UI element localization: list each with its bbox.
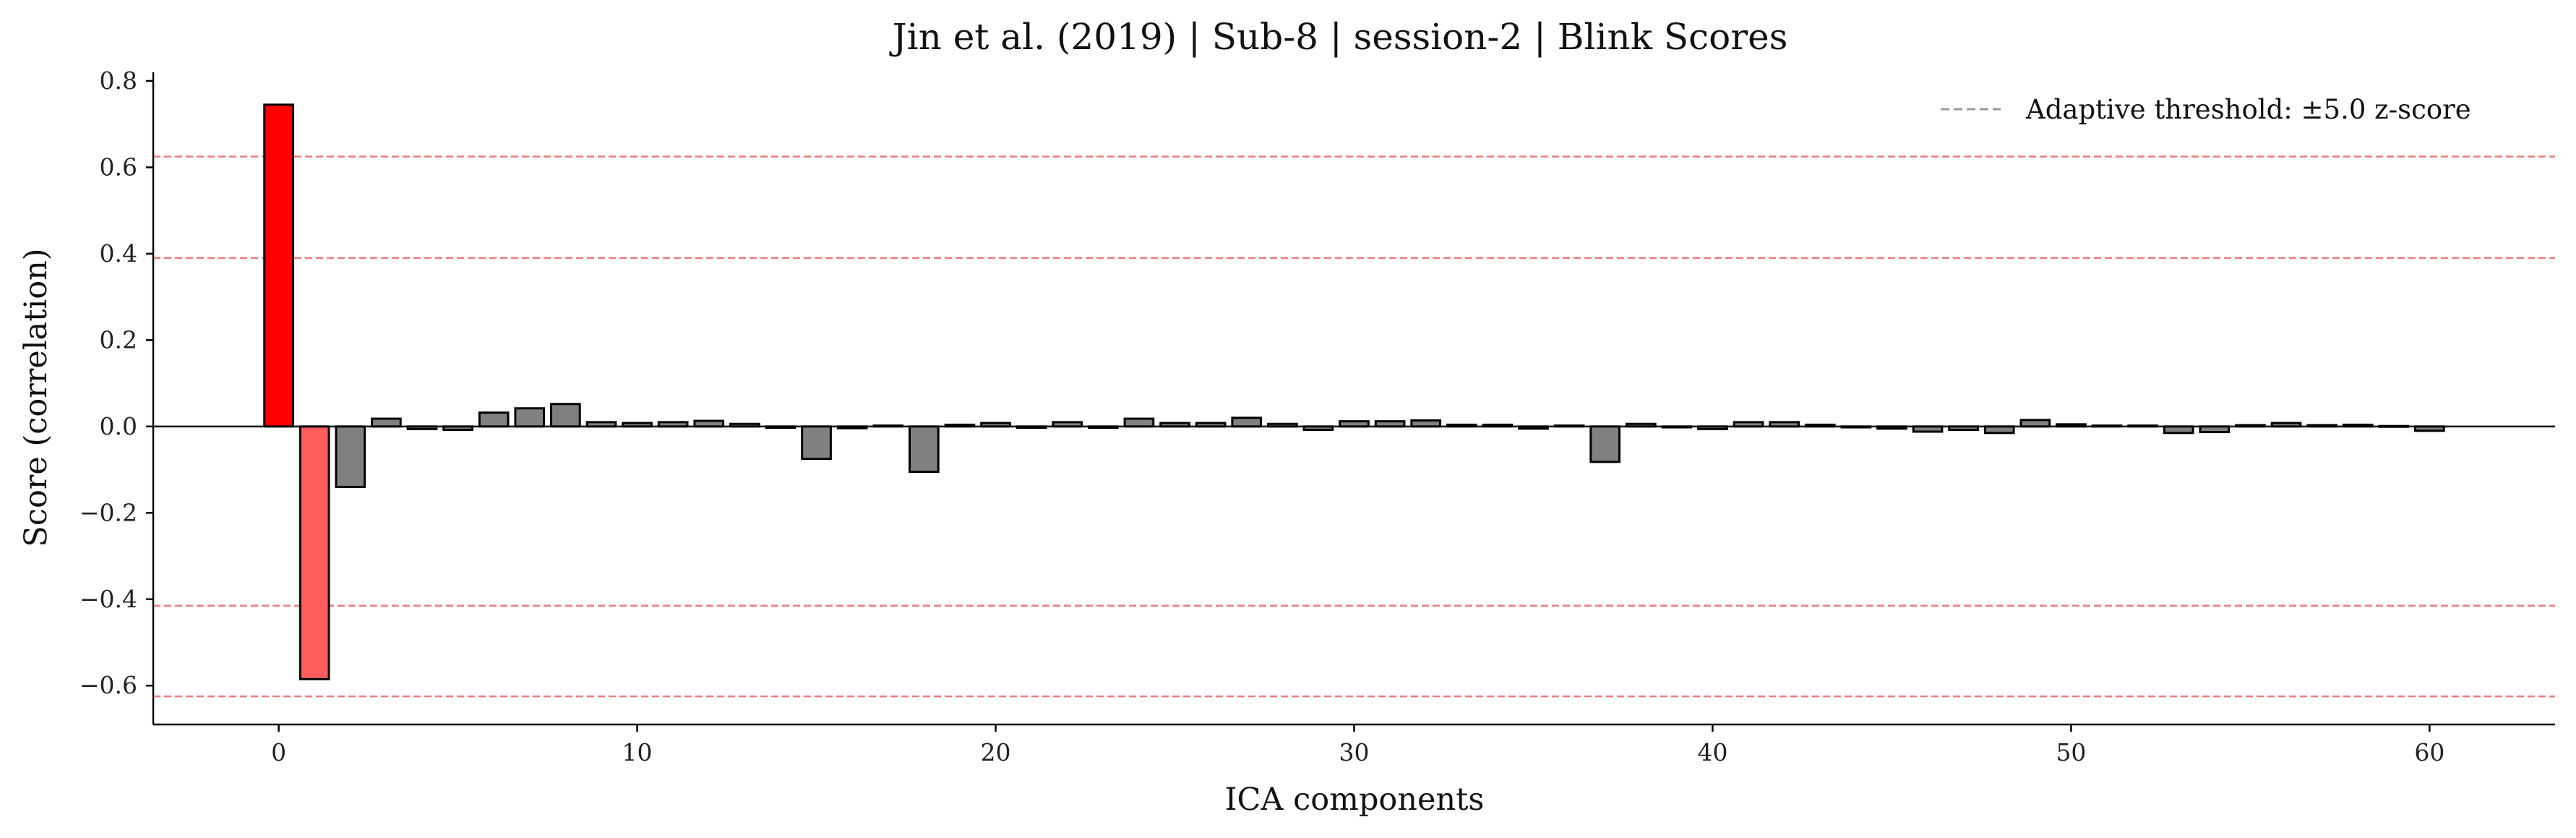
legend-label: Adaptive threshold: ±5.0 z-score bbox=[2025, 94, 2471, 125]
y-tick-label: 0.2 bbox=[100, 325, 137, 354]
y-tick-label: −0.4 bbox=[80, 585, 137, 613]
bar-component-7 bbox=[514, 407, 546, 428]
bar-component-15 bbox=[801, 425, 832, 461]
bar-component-18 bbox=[908, 425, 940, 474]
axes-group bbox=[152, 72, 2555, 726]
bar-component-6 bbox=[478, 411, 510, 428]
x-tick-label: 20 bbox=[981, 738, 1011, 766]
x-tick-label: 40 bbox=[1697, 738, 1727, 766]
y-tick-label: 0.8 bbox=[100, 67, 137, 95]
y-tick-label: 0.4 bbox=[100, 239, 137, 268]
x-ticks: 0 10 20 30 40 50 60 bbox=[271, 724, 2444, 766]
bar-component-8 bbox=[550, 403, 581, 428]
bar-component-0 bbox=[263, 103, 294, 428]
bar-component-53 bbox=[2163, 425, 2194, 435]
x-tick-label: 30 bbox=[1339, 738, 1370, 766]
x-tick-label: 0 bbox=[271, 738, 286, 766]
y-tick-label: 0.0 bbox=[100, 412, 137, 440]
x-tick-label: 50 bbox=[2056, 738, 2086, 766]
threshold-lines bbox=[153, 155, 2555, 698]
legend: Adaptive threshold: ±5.0 z-score bbox=[1941, 94, 2471, 125]
y-tick-label: −0.2 bbox=[80, 498, 137, 526]
bar-component-1 bbox=[299, 425, 330, 680]
bar-component-24 bbox=[1123, 417, 1155, 428]
bar-component-37 bbox=[1589, 425, 1621, 463]
y-tick-label: −0.6 bbox=[80, 671, 137, 699]
bar-component-3 bbox=[371, 417, 402, 428]
bars-group bbox=[263, 103, 2445, 680]
y-tick-label: 0.6 bbox=[100, 153, 137, 181]
x-tick-label: 60 bbox=[2414, 738, 2444, 766]
chart-title: Jin et al. (2019) | Sub-8 | session-2 | … bbox=[889, 16, 1788, 58]
bar-component-49 bbox=[2019, 419, 2051, 428]
bar-component-48 bbox=[1983, 425, 2015, 435]
y-axis-label: Score (correlation) bbox=[18, 248, 54, 547]
x-tick-label: 10 bbox=[622, 738, 653, 766]
x-axis-label: ICA components bbox=[1225, 782, 1485, 818]
bar-component-2 bbox=[335, 425, 366, 488]
bar-component-32 bbox=[1410, 419, 1442, 428]
bar-component-27 bbox=[1231, 416, 1263, 428]
y-ticks: −0.6 −0.4 −0.2 0.0 0.2 0.4 0.6 0.8 bbox=[80, 67, 153, 699]
